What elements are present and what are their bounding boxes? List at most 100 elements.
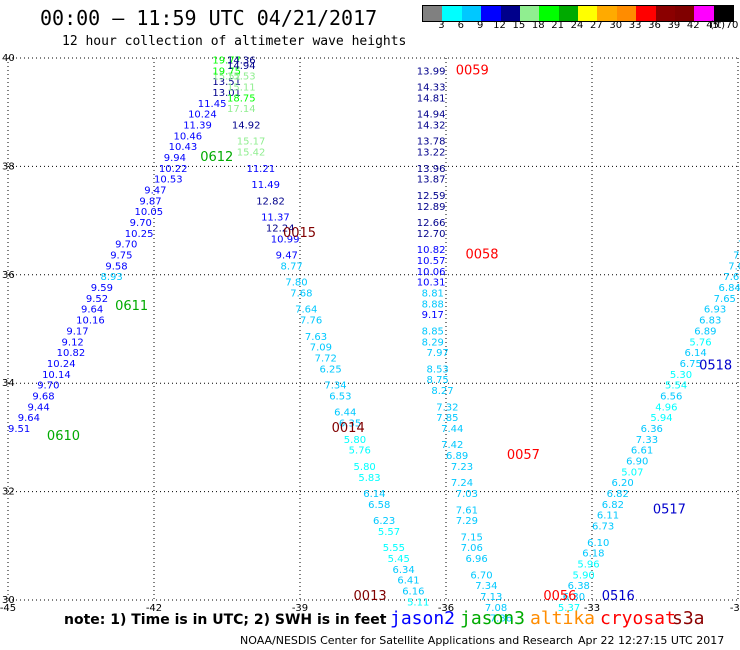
wave-height-value: 12.89	[417, 202, 446, 213]
colorbar-label: 12	[493, 20, 506, 31]
wave-height-value: 10.25	[125, 229, 154, 240]
colorbar-swatch	[578, 6, 598, 21]
wave-height-value: 15.53	[227, 72, 256, 83]
wave-height-value: 6.35	[339, 419, 361, 430]
colorbar-label: 27	[590, 20, 603, 31]
colorbar	[422, 5, 734, 22]
pass-label: 0516	[602, 589, 635, 604]
colorbar-swatch	[423, 6, 443, 21]
wave-height-value: 8.75	[427, 375, 449, 386]
y-tick-label: 32	[2, 487, 15, 498]
wave-height-value: 7.23	[451, 462, 473, 473]
wave-height-value: 14.32	[417, 120, 446, 131]
wave-height-value: 7.51	[733, 251, 740, 262]
colorbar-swatch	[442, 6, 462, 21]
wave-height-value: 13.51	[212, 77, 241, 88]
x-tick-label: -33	[584, 603, 600, 614]
wave-height-value: 6.82	[602, 500, 624, 511]
wave-height-value: 7.34	[475, 581, 497, 592]
colorbar-swatch	[694, 6, 714, 21]
wave-height-value: 10.53	[154, 175, 183, 186]
wave-height-value: 11.45	[198, 99, 227, 110]
wave-height-value: 6.73	[592, 522, 614, 533]
wave-height-value: 7.68	[290, 288, 312, 299]
wave-height-value: 5.83	[358, 473, 380, 484]
wave-height-value: 9.52	[86, 294, 108, 305]
colorbar-label: 3	[438, 20, 445, 31]
chart-subtitle: 12 hour collection of altimeter wave hei…	[62, 34, 407, 49]
colorbar-swatch	[558, 6, 578, 21]
colorbar-label: 42	[686, 20, 700, 31]
wave-height-value: 11.37	[261, 213, 290, 224]
wave-height-value: 7.44	[441, 424, 463, 435]
wave-height-value: 10.24	[47, 359, 76, 370]
wave-height-value: 9.47	[144, 186, 166, 197]
pass-label: 0610	[47, 429, 80, 444]
wave-height-value: 6.34	[392, 565, 414, 576]
wave-height-value: 13.87	[417, 175, 446, 186]
wave-height-value: 8.85	[422, 326, 444, 337]
wave-height-value: 9.17	[422, 310, 444, 321]
colorbar-swatch	[597, 6, 617, 21]
wave-height-value: 7.15	[461, 532, 483, 543]
x-tick-label: -42	[146, 603, 162, 614]
wave-height-value: 5.55	[383, 543, 405, 554]
wave-height-value: 14.94	[227, 61, 256, 72]
wave-height-value: 9.75	[110, 251, 132, 262]
wave-height-value: 7.09	[310, 343, 332, 354]
colorbar-swatch	[655, 6, 675, 21]
wave-height-value: 7.08	[485, 603, 507, 614]
wave-height-value: 10.31	[417, 278, 446, 289]
wave-height-value: 9.64	[81, 305, 103, 316]
y-tick-label: 36	[2, 270, 15, 281]
wave-height-value: 13.01	[212, 88, 241, 99]
colorbar-swatch	[519, 6, 540, 21]
wave-height-value: 9.64	[18, 413, 40, 424]
note-text: note: 1) Time is in UTC; 2) SWH is in fe…	[64, 612, 387, 628]
wave-height-value: 10.43	[169, 142, 198, 153]
wave-height-value: 6.20	[611, 478, 633, 489]
x-tick-label: -30	[730, 603, 740, 614]
wave-height-value: 12.70	[417, 229, 446, 240]
wave-height-value: 13.22	[417, 148, 446, 159]
wave-height-value: 7.85	[436, 413, 458, 424]
wave-height-value: 18.75	[227, 93, 256, 104]
wave-height-value: 10.82	[57, 348, 86, 359]
wave-height-value: 6.36	[641, 424, 663, 435]
wave-height-value: 8.27	[431, 386, 453, 397]
wave-height-value: 14.81	[417, 93, 446, 104]
wave-height-value: 13.99	[417, 66, 446, 77]
y-tick-label: 30	[2, 595, 15, 606]
wave-height-value: 10.16	[76, 316, 105, 327]
wave-height-value: 10.99	[271, 234, 300, 245]
wave-height-value: 7.0	[738, 240, 740, 251]
wave-height-value: 4.96	[655, 402, 677, 413]
mission-jason3: jason3	[460, 608, 526, 629]
wave-height-value: 9.59	[91, 283, 113, 294]
wave-height-value: 5.96	[577, 559, 599, 570]
wave-height-value: 9.12	[62, 337, 84, 348]
colorbar-label: 30	[609, 20, 623, 31]
wave-height-value: 14.94	[417, 110, 446, 121]
wave-height-value: 6.61	[631, 446, 653, 457]
wave-height-value: 6.16	[402, 587, 424, 598]
x-tick-label: -36	[438, 603, 454, 614]
wave-height-value: 14.92	[232, 120, 261, 131]
wave-height-value: 5.80	[344, 435, 366, 446]
wave-height-value: 9.58	[105, 261, 127, 272]
mission-cryosat: cryosat	[600, 608, 676, 629]
colorbar-label: 15	[512, 20, 526, 31]
wave-height-value: 7.42	[441, 440, 463, 451]
pass-label: 0014	[332, 421, 365, 436]
wave-height-value: 6.23	[373, 516, 395, 527]
wave-height-value: 7.03	[456, 489, 478, 500]
colorbar-label: 33	[628, 20, 642, 31]
colorbar-swatch	[539, 6, 559, 21]
wave-height-value: 6.58	[368, 500, 390, 511]
wave-height-value: 6.11	[597, 511, 619, 522]
mission-jason2: jason2	[390, 608, 456, 629]
colorbar-label: 36	[648, 20, 661, 31]
wave-height-value: 7.63	[305, 332, 327, 343]
wave-height-value: 10.46	[173, 131, 202, 142]
pass-label: 0612	[200, 150, 233, 165]
